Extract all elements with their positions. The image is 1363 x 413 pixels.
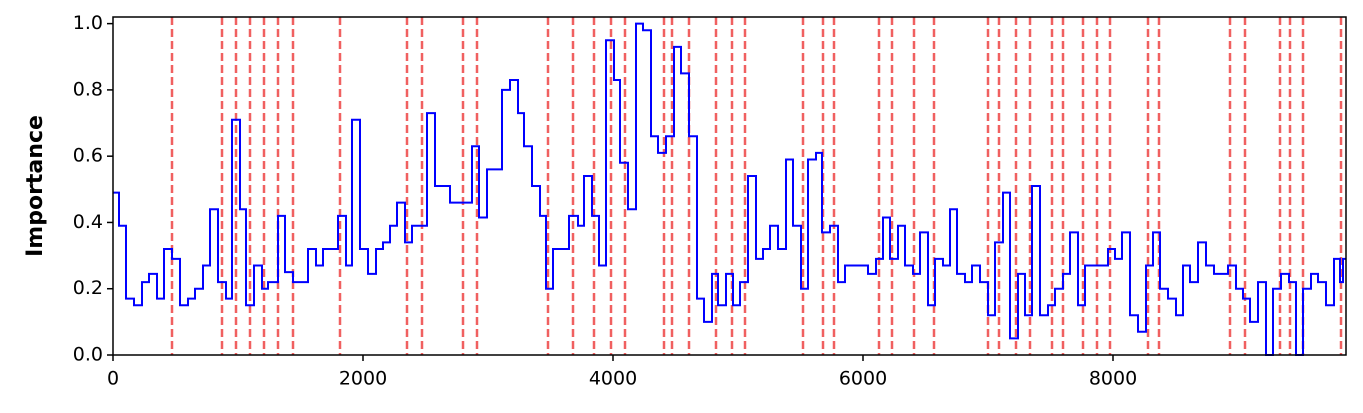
y-tick-label: 0.6 xyxy=(73,145,103,167)
x-tick-label: 2000 xyxy=(339,368,387,390)
x-tick-label: 4000 xyxy=(589,368,637,390)
x-tick-label: 6000 xyxy=(839,368,887,390)
y-tick-label: 0.4 xyxy=(73,211,103,233)
x-tick-label: 8000 xyxy=(1089,368,1137,390)
x-tick-label: 0 xyxy=(107,368,119,390)
y-tick-label: 0.0 xyxy=(73,344,103,366)
y-tick-label: 0.2 xyxy=(73,277,103,299)
plot-frame xyxy=(112,16,1347,356)
y-tick-label: 0.8 xyxy=(73,78,103,100)
y-axis-label: Importance xyxy=(23,115,48,257)
y-tick-label: 1.0 xyxy=(73,12,103,34)
step-line xyxy=(113,22,1346,356)
